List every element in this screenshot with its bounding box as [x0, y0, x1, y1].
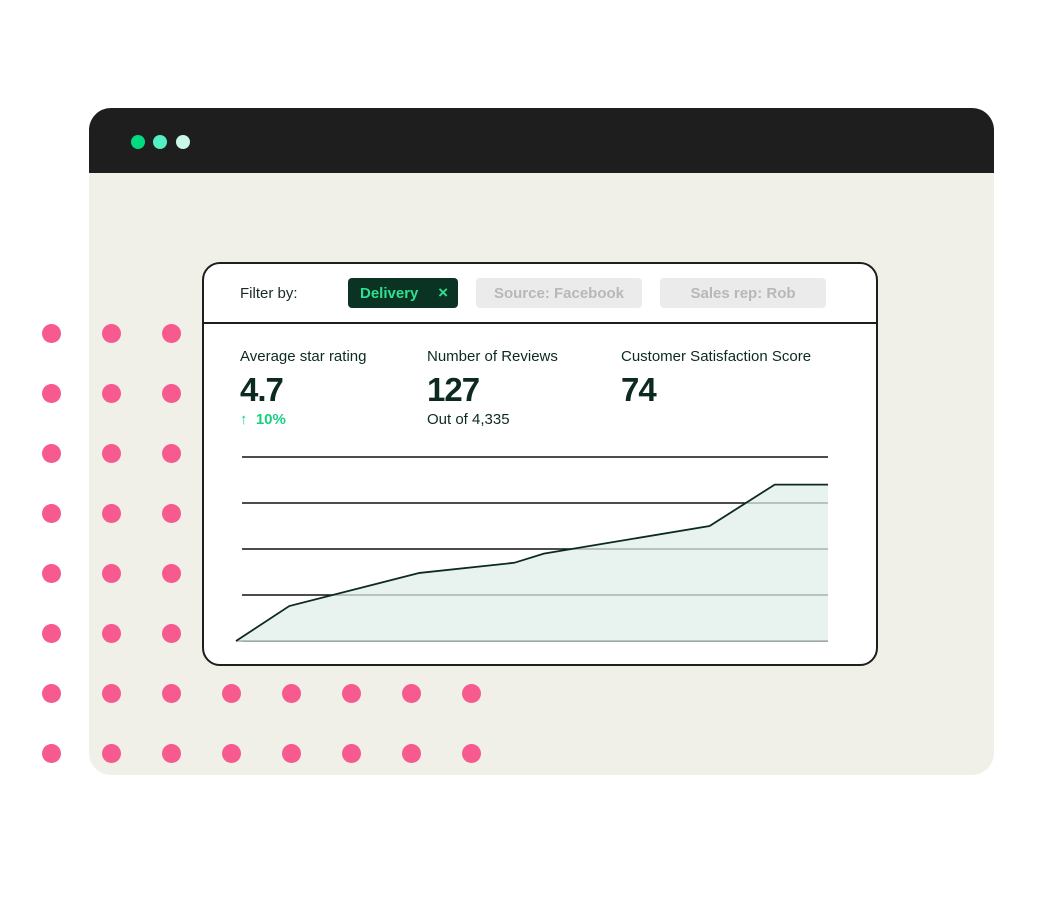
decorative-dot: [282, 684, 301, 703]
delta-value: 10%: [255, 411, 286, 428]
decorative-dot: [162, 684, 181, 703]
decorative-dot: [42, 504, 61, 523]
title-bar: [89, 108, 994, 173]
decorative-dot: [462, 744, 481, 763]
decorative-dot: [222, 744, 241, 763]
dashboard-card: Filter by: Delivery × Source: Facebook S…: [202, 262, 878, 666]
trend-chart: [235, 456, 828, 642]
decorative-dot: [462, 684, 481, 703]
filter-bar: Filter by: Delivery × Source: Facebook S…: [204, 264, 876, 324]
metric-label: Average star rating: [240, 348, 367, 365]
decorative-dot: [102, 564, 121, 583]
decorative-dot: [102, 684, 121, 703]
decorative-dot: [102, 384, 121, 403]
filter-chip-delivery[interactable]: Delivery ×: [348, 278, 458, 308]
metric-subtext: Out of 4,335: [427, 411, 510, 428]
metric-number-of-reviews: Number of Reviews 127 Out of 4,335: [427, 348, 558, 428]
decorative-dot: [42, 444, 61, 463]
decorative-dot: [162, 384, 181, 403]
decorative-dot: [282, 744, 301, 763]
decorative-dot: [42, 384, 61, 403]
chip-label: Delivery: [360, 284, 419, 302]
decorative-dot: [42, 744, 61, 763]
decorative-dot: [162, 564, 181, 583]
filter-chip-source[interactable]: Source: Facebook: [476, 278, 642, 308]
decorative-dot: [102, 324, 121, 343]
metric-label: Customer Satisfaction Score: [621, 348, 812, 365]
area-fill: [236, 484, 828, 641]
arrow-up-icon: ↑: [240, 411, 248, 428]
decorative-dot: [102, 624, 121, 643]
trend-line: [235, 483, 828, 642]
filter-label: Filter by:: [240, 285, 298, 302]
decorative-dot: [222, 684, 241, 703]
decorative-dot: [402, 744, 421, 763]
decorative-dot: [102, 744, 121, 763]
decorative-dot: [162, 744, 181, 763]
decorative-dot: [102, 504, 121, 523]
decorative-dot: [162, 624, 181, 643]
decorative-dot: [102, 444, 121, 463]
metric-value: 127: [427, 371, 480, 408]
decorative-dot: [42, 324, 61, 343]
window-dot-close[interactable]: [131, 135, 145, 149]
decorative-dot: [42, 564, 61, 583]
decorative-dot: [162, 444, 181, 463]
decorative-dot: [42, 624, 61, 643]
metric-value: 4.7: [240, 371, 284, 408]
close-icon[interactable]: ×: [438, 283, 448, 302]
decorative-dot: [42, 684, 61, 703]
decorative-dot: [402, 684, 421, 703]
window-dot-maximize[interactable]: [176, 135, 190, 149]
filter-chip-sales-rep[interactable]: Sales rep: Rob: [660, 278, 826, 308]
window-dot-minimize[interactable]: [153, 135, 167, 149]
metric-value: 74: [621, 371, 657, 408]
decorative-dot: [342, 684, 361, 703]
decorative-dot: [162, 324, 181, 343]
metric-customer-satisfaction: Customer Satisfaction Score 74: [621, 348, 811, 409]
decorative-dot: [342, 744, 361, 763]
metric-delta: ↑ 10%: [240, 411, 366, 428]
metric-label: Number of Reviews: [427, 348, 558, 365]
decorative-dot: [162, 504, 181, 523]
metric-average-star-rating: Average star rating 4.7 ↑ 10%: [240, 348, 366, 428]
